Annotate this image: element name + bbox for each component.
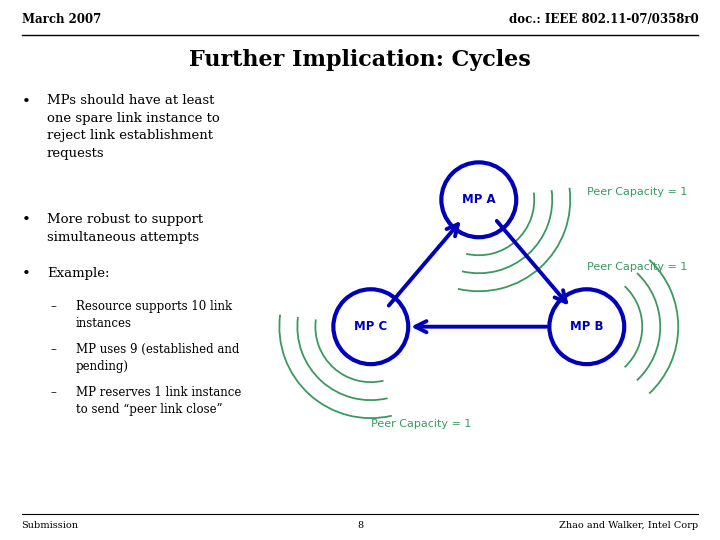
Text: Further Implication: Cycles: Further Implication: Cycles <box>189 49 531 71</box>
Ellipse shape <box>549 289 624 364</box>
Text: MP C: MP C <box>354 320 387 333</box>
Text: –: – <box>50 343 56 356</box>
Text: MP B: MP B <box>570 320 603 333</box>
Text: MP A: MP A <box>462 193 495 206</box>
Ellipse shape <box>333 289 408 364</box>
Text: Submission: Submission <box>22 521 78 530</box>
Text: Peer Capacity = 1: Peer Capacity = 1 <box>371 419 471 429</box>
Text: More robust to support
simultaneous attempts: More robust to support simultaneous atte… <box>47 213 203 244</box>
Text: •: • <box>22 94 30 109</box>
Text: 8: 8 <box>357 521 363 530</box>
Text: –: – <box>50 300 56 313</box>
Text: Peer Capacity = 1: Peer Capacity = 1 <box>588 187 688 197</box>
Text: doc.: IEEE 802.11-07/0358r0: doc.: IEEE 802.11-07/0358r0 <box>508 13 698 26</box>
Text: •: • <box>22 213 30 227</box>
Text: MP reserves 1 link instance
to send “peer link close”: MP reserves 1 link instance to send “pee… <box>76 386 241 416</box>
Text: MPs should have at least
one spare link instance to
reject link establishment
re: MPs should have at least one spare link … <box>47 94 220 160</box>
Text: MP uses 9 (established and
pending): MP uses 9 (established and pending) <box>76 343 239 373</box>
Text: Peer Capacity = 1: Peer Capacity = 1 <box>588 262 688 272</box>
Text: •: • <box>22 267 30 281</box>
Ellipse shape <box>441 163 516 237</box>
Text: –: – <box>50 386 56 399</box>
Text: Example:: Example: <box>47 267 109 280</box>
Text: Resource supports 10 link
instances: Resource supports 10 link instances <box>76 300 232 330</box>
Text: March 2007: March 2007 <box>22 13 101 26</box>
Text: Zhao and Walker, Intel Corp: Zhao and Walker, Intel Corp <box>559 521 698 530</box>
